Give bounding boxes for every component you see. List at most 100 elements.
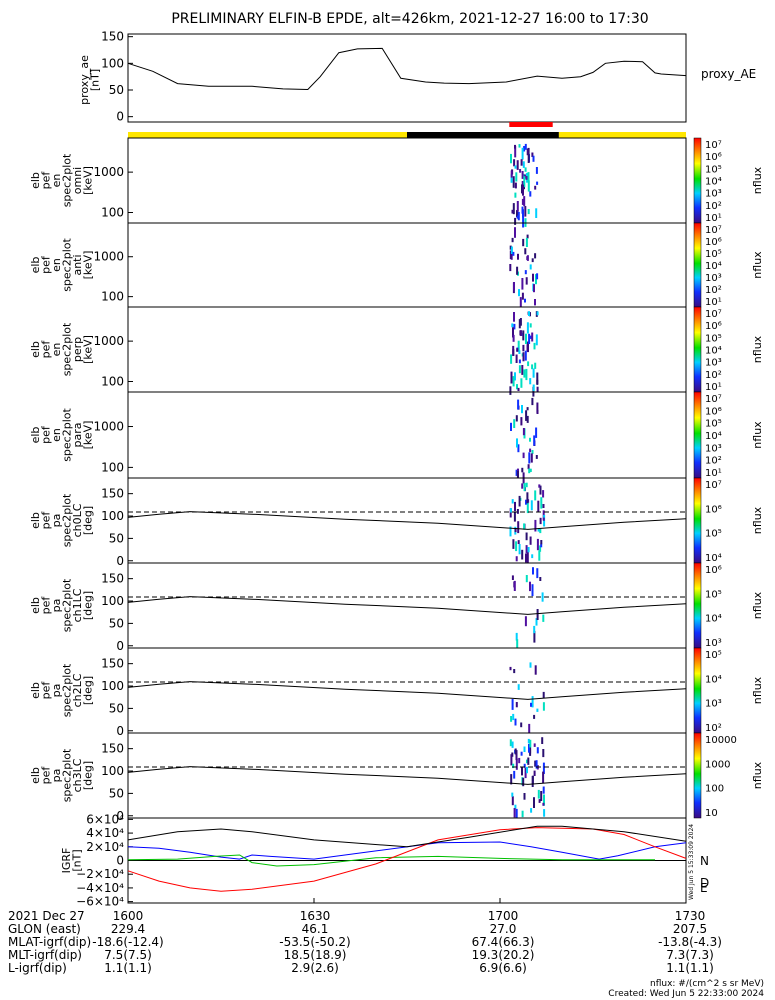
pitch-spectrogram-pixel <box>538 799 541 803</box>
colorbar-tick-label: 10¹ <box>705 297 722 308</box>
spectrogram-pixel <box>535 167 538 174</box>
spectrogram-pixel <box>529 448 532 453</box>
igrf-y-tick: −6×10⁴ <box>76 895 124 909</box>
panel-label-line: elb <box>29 767 42 784</box>
panel-label-line: pa <box>50 514 63 528</box>
spectrogram-pixel <box>527 361 530 367</box>
spectrogram-pixel <box>519 318 522 326</box>
pitch-y-tick: 0 <box>116 639 124 653</box>
pitch-spectrogram-pixel <box>531 554 534 559</box>
footer-cell: 6.9(6.6) <box>479 961 527 975</box>
colorbar-unit: nflux <box>751 335 764 363</box>
spectrogram-pixel <box>533 284 535 293</box>
pitch-spectrogram-pixel <box>537 500 540 513</box>
pitch-spectrogram-pixel <box>515 556 518 562</box>
spectrogram-pixel <box>527 209 530 215</box>
spectrogram-pixel <box>513 159 516 167</box>
pitch-spectrogram-pixel <box>521 810 524 818</box>
footer-cell: 1630 <box>300 909 331 923</box>
footer-cell: 27.0 <box>490 922 517 936</box>
panel-label-line: spec2plot <box>60 153 73 207</box>
spectrogram-pixel <box>516 215 519 219</box>
panel-label-line: elb <box>29 512 42 529</box>
footer-cell: 1.1(1.1) <box>666 961 714 975</box>
pitch-spectrogram-pixel <box>531 584 534 597</box>
pitch-spectrogram-pixel <box>523 763 526 768</box>
pitch-spectrogram-pixel <box>509 739 512 747</box>
igrf-y-tick: 2×10⁴ <box>86 840 124 854</box>
spectrogram-pixel <box>529 335 532 339</box>
spectrogram-pixel <box>514 145 517 158</box>
colorbar-tick-label: 10⁴ <box>705 177 722 188</box>
spectrogram-pixel <box>521 292 524 300</box>
colorbar-tick-label: 10⁵ <box>705 249 722 260</box>
spectrogram-pixel <box>510 153 512 164</box>
pitch-spectrogram-pixel <box>518 544 521 555</box>
colorbar-unit: nflux <box>751 166 764 194</box>
spectrogram-pixel <box>532 384 535 392</box>
energy-y-tick: 1000 <box>93 165 124 179</box>
spectrogram-pixel <box>519 330 522 336</box>
spectrogram-pixel <box>509 245 512 250</box>
pitch-spectrogram-pixel <box>528 743 530 753</box>
footer-cell: -13.8(-4.3) <box>658 935 722 949</box>
panel-label-line: pef <box>39 596 52 615</box>
spectrogram-pixel <box>512 251 515 256</box>
panel-label-line: [keV] <box>81 251 94 280</box>
pitch-spectrogram-pixel <box>518 757 521 764</box>
spectrogram-pixel <box>516 160 519 170</box>
colorbar-unit: nflux <box>751 761 764 789</box>
pitch-spectrogram-pixel <box>542 614 545 622</box>
spectrogram-pixel <box>535 455 538 459</box>
colorbar-unit-label: nflux <box>751 421 764 449</box>
panel-label-line: spec2plot <box>60 663 73 717</box>
spectrogram-pixel <box>521 278 524 290</box>
footer-cell: 7.3(7.3) <box>666 948 714 962</box>
spectrogram-pixel <box>520 378 523 388</box>
pitch-y-tick: 150 <box>101 742 124 756</box>
colorbar-unit: nflux <box>751 251 764 279</box>
spectrogram-pixel <box>531 364 534 370</box>
pitch-spectrogram-pixel <box>515 541 518 552</box>
igrf-ylabel: IGRF[nT] <box>60 848 84 874</box>
panel-label-line: spec2plot <box>60 493 73 547</box>
spectrogram-pixel <box>536 386 539 393</box>
colorbar-tick-label: 10⁷ <box>705 480 722 491</box>
footer-cell: 18.5(18.9) <box>284 948 347 962</box>
spectrogram-pixel <box>526 255 529 261</box>
spectrogram-pixel <box>531 152 534 157</box>
spectrogram-pixel <box>521 405 523 414</box>
energy-panel-frame <box>127 306 687 393</box>
pitch-spectrogram-pixel <box>532 567 534 575</box>
spectrogram-pixel <box>524 206 527 217</box>
energy-y-tick: 1000 <box>93 334 124 348</box>
pitch-spectrogram-pixel <box>515 702 518 708</box>
spectrogram-pixel <box>535 334 538 346</box>
spectrogram-pixel <box>516 438 518 448</box>
spectrogram-pixel <box>528 452 531 464</box>
spectrogram-pixel <box>515 469 518 476</box>
spectrogram-pixel <box>521 198 524 205</box>
panel-label-line: [nT] <box>70 849 83 871</box>
pitch-spectrogram-pixel <box>525 553 527 563</box>
panel-label-line: elb <box>29 341 42 358</box>
pitch-spectrogram-pixel <box>536 609 539 620</box>
pitch-spectrogram-pixel <box>539 528 542 534</box>
spectrogram-pixel <box>521 467 524 473</box>
pitch-spectrogram-pixel <box>513 511 516 522</box>
spectrogram-pixel <box>536 372 539 384</box>
pitch-spectrogram-pixel <box>509 508 512 518</box>
pitch-spectrogram-pixel <box>523 482 526 492</box>
pitch-spectrogram-pixel <box>539 577 542 581</box>
footer-cell: 229.4 <box>111 922 145 936</box>
colorbar-tick-label: 10⁶ <box>705 565 722 576</box>
spectrogram-pixel <box>520 159 523 166</box>
energy-y-tick: 1000 <box>93 420 124 434</box>
pitch-spectrogram-pixel <box>536 747 539 754</box>
spectrogram-pixel <box>509 386 512 395</box>
colorbar-tick-label: 10³ <box>705 699 722 710</box>
spectrogram-pixel <box>535 208 538 218</box>
colorbar-tick-label: 10² <box>705 456 722 467</box>
pitch-spectrogram-pixel <box>531 775 534 785</box>
